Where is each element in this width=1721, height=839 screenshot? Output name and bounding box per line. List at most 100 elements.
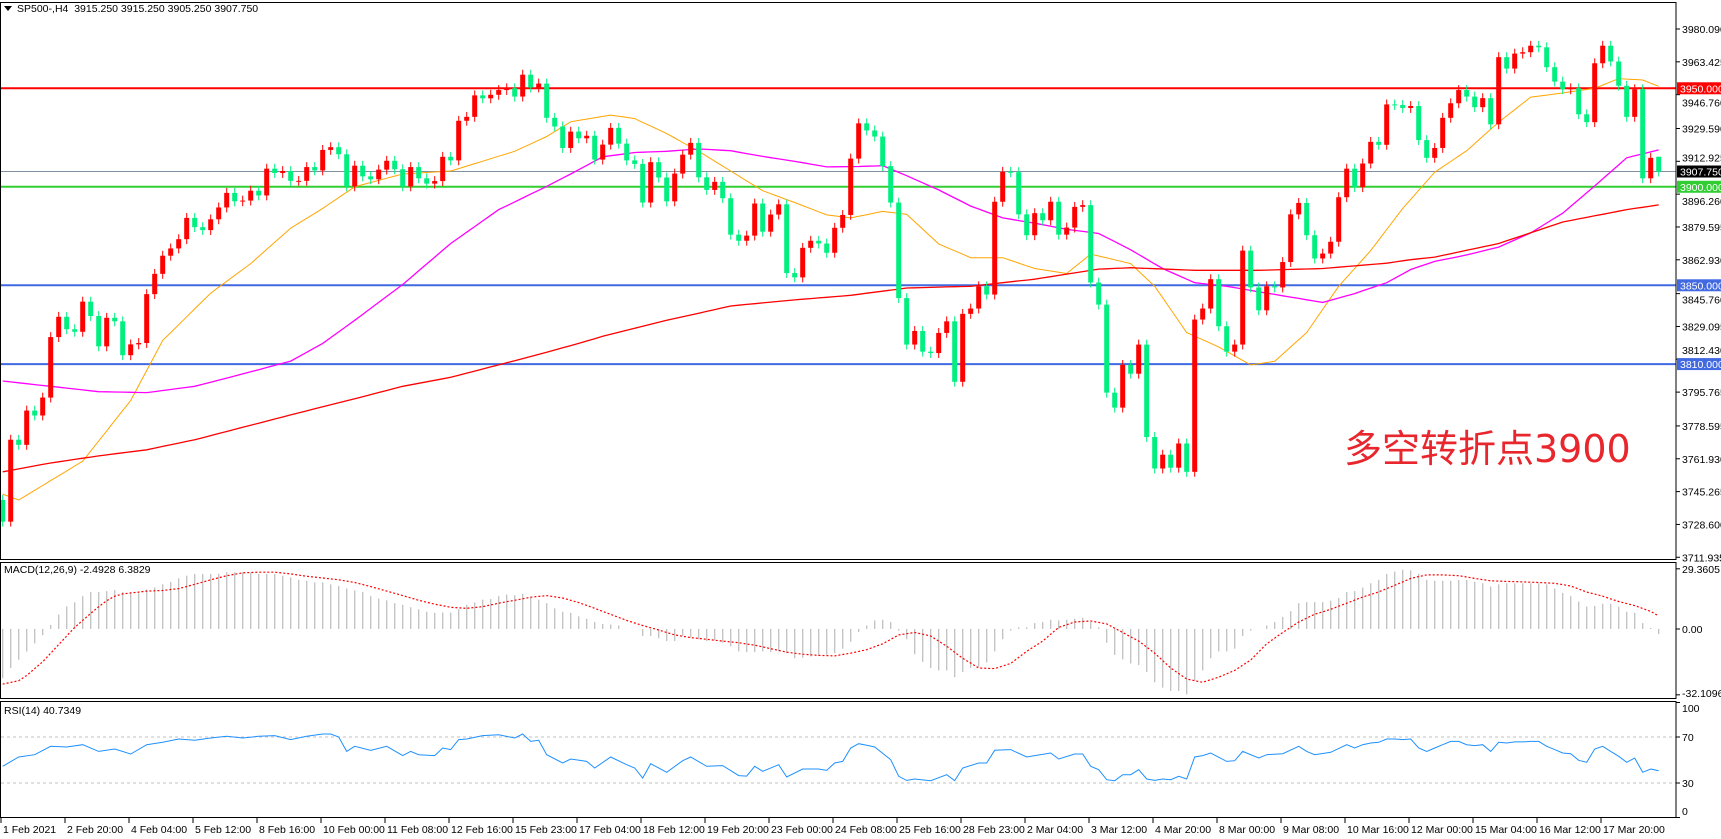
candle[interactable] (64, 311, 70, 335)
candle[interactable] (512, 83, 518, 102)
candle[interactable] (744, 230, 750, 246)
candle[interactable] (1616, 56, 1622, 91)
candle[interactable] (632, 155, 638, 169)
candle[interactable] (1128, 359, 1134, 379)
candle[interactable] (968, 303, 974, 319)
candle[interactable] (1568, 83, 1574, 95)
price-panel[interactable] (0, 40, 1676, 527)
candle[interactable] (1080, 200, 1086, 212)
candle[interactable] (312, 162, 318, 176)
candle[interactable] (912, 326, 918, 350)
candle[interactable] (496, 85, 502, 100)
candle[interactable] (1408, 101, 1414, 113)
candle[interactable] (544, 78, 550, 123)
candle[interactable] (1288, 209, 1294, 267)
candle[interactable] (1320, 248, 1326, 264)
candle[interactable] (712, 176, 718, 195)
candle[interactable] (1416, 101, 1422, 146)
candle[interactable] (408, 162, 414, 192)
candle[interactable] (1096, 277, 1102, 310)
candle[interactable] (1272, 281, 1278, 293)
candle[interactable] (1232, 339, 1238, 357)
candle[interactable] (488, 89, 494, 104)
candle[interactable] (920, 326, 926, 357)
candle[interactable] (280, 166, 286, 178)
candle[interactable] (1024, 209, 1030, 241)
candle[interactable] (360, 160, 366, 182)
candle[interactable] (1464, 85, 1470, 102)
candle[interactable] (1624, 80, 1630, 122)
candle[interactable] (552, 112, 558, 132)
candle[interactable] (272, 163, 278, 178)
candle[interactable] (536, 78, 542, 93)
candle[interactable] (1152, 432, 1158, 474)
candle[interactable] (568, 126, 574, 153)
candle[interactable] (520, 69, 526, 102)
candle[interactable] (480, 90, 486, 104)
candle[interactable] (984, 281, 990, 300)
candle[interactable] (328, 142, 334, 155)
candle[interactable] (1200, 303, 1206, 325)
candle[interactable] (992, 196, 998, 300)
candle[interactable] (224, 187, 230, 213)
candle[interactable] (1392, 99, 1398, 110)
candle[interactable] (1168, 449, 1174, 473)
candle[interactable] (720, 176, 726, 204)
candle[interactable] (1000, 166, 1006, 207)
candle[interactable] (640, 159, 646, 208)
candle[interactable] (1608, 40, 1614, 67)
candle[interactable] (1352, 163, 1358, 193)
candle[interactable] (1280, 257, 1286, 293)
candle[interactable] (8, 434, 14, 527)
candle[interactable] (1576, 83, 1582, 120)
candle[interactable] (1584, 109, 1590, 128)
candle[interactable] (1384, 99, 1390, 150)
candle[interactable] (368, 171, 374, 185)
candle[interactable] (1488, 93, 1494, 130)
candle[interactable] (440, 151, 446, 186)
candle[interactable] (1296, 198, 1302, 220)
candle[interactable] (240, 195, 246, 207)
candle[interactable] (448, 151, 454, 166)
candle[interactable] (1648, 152, 1654, 184)
candle[interactable] (1456, 85, 1462, 109)
candle[interactable] (160, 250, 166, 279)
candle[interactable] (864, 118, 870, 136)
candle[interactable] (152, 268, 158, 300)
candle[interactable] (664, 172, 670, 207)
candle[interactable] (1136, 339, 1142, 379)
candle[interactable] (56, 311, 62, 343)
candle[interactable] (1432, 143, 1438, 163)
candle[interactable] (24, 405, 30, 450)
candle[interactable] (824, 238, 830, 258)
candle[interactable] (1424, 135, 1430, 163)
candle[interactable] (1344, 163, 1350, 203)
candle[interactable] (1016, 167, 1022, 220)
candle[interactable] (264, 163, 270, 201)
candle[interactable] (1512, 48, 1518, 74)
candle[interactable] (304, 162, 310, 186)
candle[interactable] (776, 199, 782, 220)
candle[interactable] (1496, 52, 1502, 130)
candle[interactable] (416, 162, 422, 184)
candle[interactable] (1440, 112, 1446, 153)
candle[interactable] (1448, 98, 1454, 123)
candle[interactable] (336, 142, 342, 160)
candle[interactable] (1088, 200, 1094, 288)
candle[interactable] (72, 324, 78, 337)
candle[interactable] (592, 130, 598, 165)
candle[interactable] (384, 155, 390, 175)
candle[interactable] (600, 139, 606, 165)
candle[interactable] (208, 214, 214, 236)
candle[interactable] (1176, 438, 1182, 473)
candle[interactable] (880, 131, 886, 172)
candle[interactable] (352, 160, 358, 192)
candle[interactable] (1520, 47, 1526, 59)
candle[interactable] (80, 296, 86, 337)
candle[interactable] (584, 130, 590, 144)
candle[interactable] (1312, 230, 1318, 264)
candle[interactable] (1480, 93, 1486, 113)
candle[interactable] (176, 234, 182, 254)
candle[interactable] (944, 316, 950, 338)
candle[interactable] (728, 193, 734, 240)
